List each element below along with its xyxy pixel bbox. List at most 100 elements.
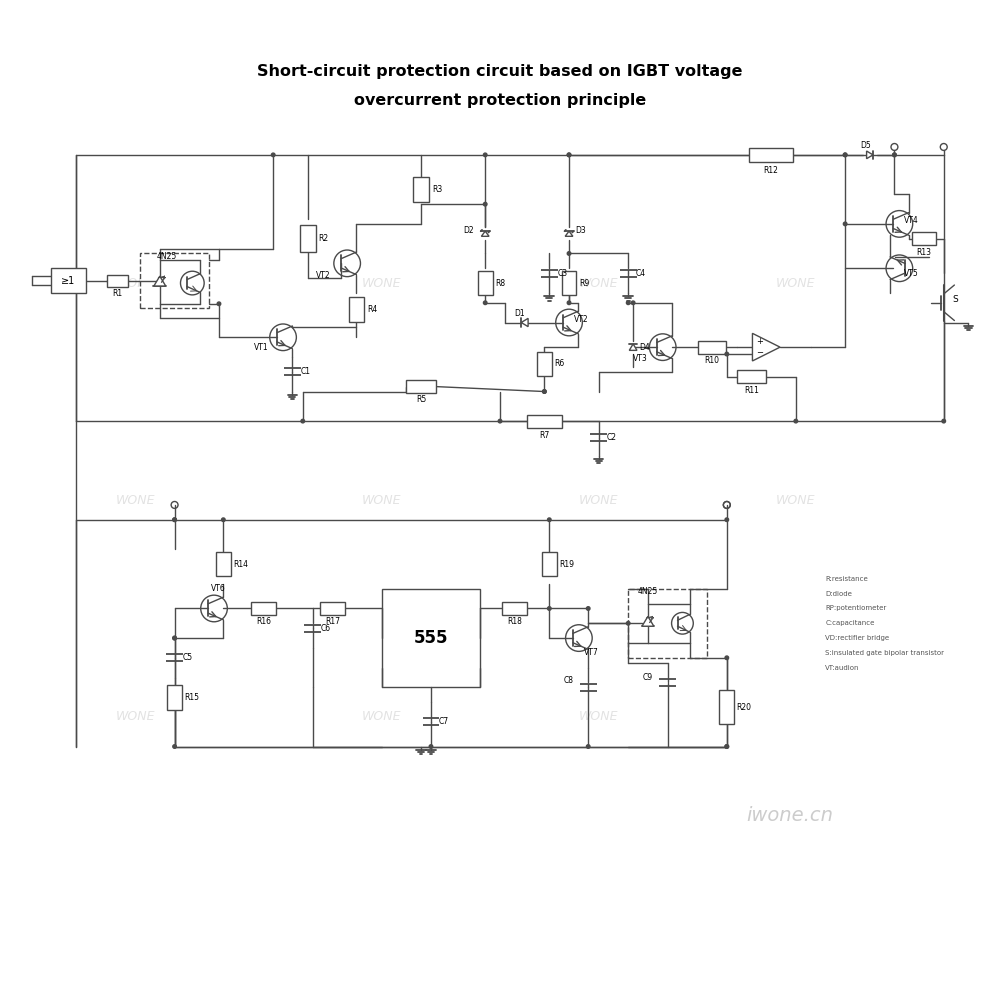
Text: 4N25: 4N25 — [638, 587, 658, 596]
Polygon shape — [752, 333, 780, 361]
Circle shape — [567, 153, 571, 157]
Circle shape — [843, 222, 847, 226]
Circle shape — [725, 352, 729, 356]
Text: R1: R1 — [112, 289, 122, 298]
Circle shape — [725, 656, 729, 660]
Text: WONE: WONE — [579, 710, 618, 723]
Text: D3: D3 — [575, 226, 586, 235]
Circle shape — [301, 419, 305, 423]
Text: +: + — [756, 337, 763, 346]
Bar — [140, 253, 209, 308]
Text: WONE: WONE — [362, 277, 401, 290]
Text: VT2: VT2 — [574, 315, 589, 324]
Circle shape — [498, 419, 502, 423]
Text: D2: D2 — [464, 226, 474, 235]
Text: C2: C2 — [606, 433, 616, 442]
Circle shape — [222, 518, 225, 521]
Circle shape — [173, 518, 176, 521]
Circle shape — [942, 419, 946, 423]
Circle shape — [567, 153, 571, 157]
Text: VT3: VT3 — [633, 354, 648, 363]
Circle shape — [893, 153, 896, 157]
Circle shape — [483, 153, 487, 157]
Text: R:resistance: R:resistance — [825, 576, 868, 582]
Text: R15: R15 — [184, 693, 199, 702]
Text: R16: R16 — [256, 617, 271, 626]
Text: Short-circuit protection circuit based on IGBT voltage: Short-circuit protection circuit based o… — [257, 64, 743, 79]
Circle shape — [173, 518, 176, 521]
Text: C4: C4 — [636, 269, 646, 278]
Polygon shape — [154, 276, 166, 286]
Polygon shape — [629, 344, 637, 350]
Bar — [628, 589, 707, 658]
Text: VT4: VT4 — [904, 216, 919, 225]
Bar — [719, 690, 734, 724]
Bar — [502, 602, 527, 615]
Text: C:capacitance: C:capacitance — [825, 620, 875, 626]
Text: overcurrent protection principle: overcurrent protection principle — [354, 93, 646, 108]
Circle shape — [271, 153, 275, 157]
Text: C1: C1 — [300, 367, 310, 376]
Text: S:insulated gate bipolar transistor: S:insulated gate bipolar transistor — [825, 650, 944, 656]
Circle shape — [626, 621, 630, 625]
Bar — [478, 271, 493, 295]
Bar — [413, 177, 429, 202]
Text: R9: R9 — [579, 279, 589, 288]
Circle shape — [586, 607, 590, 610]
Text: R6: R6 — [554, 359, 564, 368]
Text: R14: R14 — [233, 560, 248, 569]
Text: R5: R5 — [416, 395, 426, 404]
Text: C7: C7 — [439, 717, 449, 726]
Circle shape — [548, 518, 551, 521]
Bar — [562, 271, 576, 295]
Text: R17: R17 — [325, 617, 340, 626]
Text: WONE: WONE — [362, 710, 401, 723]
Text: WONE: WONE — [579, 277, 618, 290]
Text: C5: C5 — [182, 653, 193, 662]
Text: WONE: WONE — [776, 494, 816, 507]
Text: WONE: WONE — [579, 494, 618, 507]
Circle shape — [631, 301, 635, 305]
Circle shape — [843, 153, 847, 157]
Bar — [107, 275, 128, 287]
Text: R12: R12 — [764, 166, 779, 175]
Text: R11: R11 — [744, 386, 759, 395]
Text: −: − — [756, 348, 763, 357]
Text: S: S — [953, 295, 958, 304]
Text: VT2: VT2 — [316, 271, 330, 280]
Text: iwone.cn: iwone.cn — [747, 806, 834, 825]
Text: WONE: WONE — [115, 494, 155, 507]
Polygon shape — [521, 318, 528, 327]
Circle shape — [173, 745, 176, 748]
Circle shape — [794, 419, 798, 423]
Circle shape — [173, 636, 176, 640]
Text: VT7: VT7 — [584, 648, 599, 657]
Bar — [300, 225, 316, 252]
Text: R2: R2 — [319, 234, 329, 243]
Bar — [406, 380, 436, 393]
Circle shape — [626, 301, 630, 305]
Text: C9: C9 — [643, 673, 653, 682]
Circle shape — [483, 202, 487, 206]
Text: C8: C8 — [564, 676, 574, 685]
Text: R13: R13 — [917, 248, 932, 257]
Text: WONE: WONE — [362, 494, 401, 507]
Text: D5: D5 — [860, 141, 871, 150]
Text: VD:rectifier bridge: VD:rectifier bridge — [825, 635, 890, 641]
Text: C3: C3 — [557, 269, 567, 278]
Text: C6: C6 — [321, 624, 331, 633]
Circle shape — [893, 153, 896, 157]
Text: VT:audion: VT:audion — [825, 665, 860, 671]
Text: 4N25: 4N25 — [157, 252, 177, 261]
Text: R8: R8 — [495, 279, 505, 288]
Circle shape — [567, 252, 571, 255]
Circle shape — [548, 607, 551, 610]
Circle shape — [483, 301, 487, 305]
Text: D4: D4 — [639, 343, 650, 352]
Bar — [51, 268, 86, 293]
Circle shape — [567, 301, 571, 305]
Text: WONE: WONE — [115, 710, 155, 723]
Text: 555: 555 — [414, 629, 448, 647]
Text: VT5: VT5 — [904, 269, 919, 278]
Bar — [320, 602, 345, 615]
